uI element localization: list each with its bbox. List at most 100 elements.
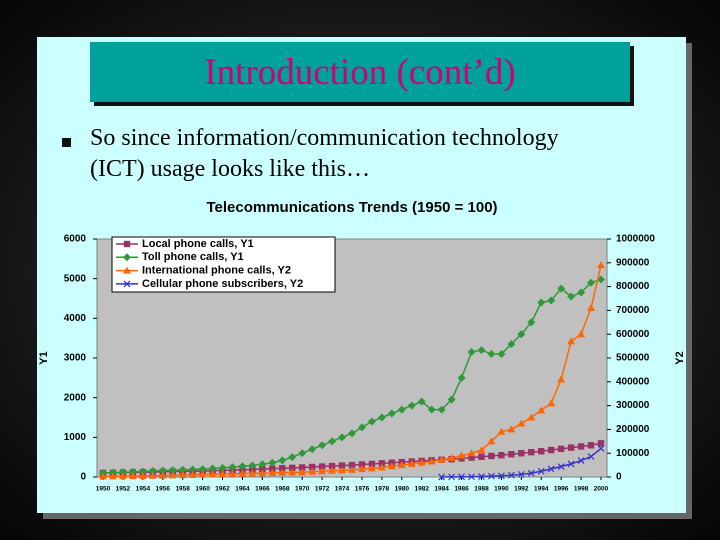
marker [178, 471, 187, 479]
y-tick-label: 3000 [64, 353, 87, 364]
legend-label: Cellular phone subscribers, Y2 [142, 278, 303, 290]
marker [298, 468, 307, 476]
x-tick-label: 1958 [175, 486, 190, 493]
marker [468, 454, 475, 461]
marker [467, 348, 476, 357]
marker [557, 445, 565, 453]
x-tick-label: 1970 [295, 486, 310, 493]
y2-axis-label: Y2 [674, 351, 686, 364]
marker [158, 471, 167, 479]
legend-label: Toll phone calls, Y1 [142, 251, 244, 263]
marker [308, 463, 316, 471]
y-axis-label: Y1 [38, 351, 50, 364]
x-tick-label: 1980 [395, 486, 410, 493]
marker [158, 466, 167, 475]
marker [407, 459, 416, 467]
marker [188, 465, 197, 474]
marker [517, 419, 526, 427]
marker [188, 470, 197, 478]
marker [577, 457, 585, 465]
marker [289, 464, 296, 472]
marker [478, 473, 485, 480]
y2-tick-label: 500000 [616, 353, 650, 364]
x-tick-label: 1954 [136, 486, 151, 493]
marker [468, 473, 475, 481]
marker [367, 417, 376, 426]
marker [318, 467, 327, 475]
marker [397, 461, 406, 469]
y2-tick-label: 400000 [616, 376, 650, 387]
marker [567, 292, 576, 301]
marker [587, 278, 596, 287]
x-tick-label: 1976 [355, 486, 370, 493]
marker [198, 470, 207, 478]
marker [427, 457, 436, 465]
y-tick-label: 4000 [64, 313, 87, 324]
marker [417, 458, 426, 466]
marker [118, 472, 127, 480]
legend-marker [123, 253, 131, 262]
y2-tick-label: 700000 [616, 305, 650, 316]
marker [168, 471, 177, 479]
marker [537, 406, 546, 414]
marker [537, 298, 546, 307]
x-tick-label: 1962 [215, 486, 230, 493]
marker [537, 467, 545, 475]
marker [108, 472, 117, 480]
marker [279, 465, 286, 472]
marker [338, 462, 346, 469]
marker [448, 473, 456, 481]
marker [328, 462, 336, 470]
marker [507, 425, 516, 433]
marker [348, 465, 356, 473]
marker [487, 350, 496, 359]
x-tick-label: 1964 [235, 486, 250, 493]
marker [528, 449, 535, 456]
marker [457, 373, 466, 382]
marker [557, 284, 566, 293]
x-tick-label: 1974 [335, 486, 350, 493]
legend-box [111, 236, 336, 293]
x-tick-label: 1996 [554, 486, 569, 493]
x-tick-label: 1972 [315, 486, 330, 493]
x-tick-label: 1960 [195, 486, 210, 493]
y-tick-label: 5000 [64, 273, 87, 284]
marker [308, 445, 317, 454]
marker [498, 451, 505, 459]
legend-marker [123, 280, 131, 288]
x-tick-label: 1986 [454, 486, 469, 493]
marker [318, 441, 327, 450]
marker [348, 461, 356, 469]
marker [497, 472, 505, 480]
marker [358, 461, 366, 468]
marker [338, 433, 347, 442]
marker [527, 469, 535, 477]
marker [387, 409, 396, 418]
x-tick-label: 1956 [156, 486, 171, 493]
marker [597, 440, 605, 447]
title-box: Introduction (cont’d) [90, 42, 630, 102]
y2-tick-label: 100000 [616, 448, 650, 459]
marker [148, 471, 157, 479]
marker [547, 465, 555, 473]
x-tick-label: 1984 [434, 486, 449, 493]
marker [557, 375, 566, 383]
marker [128, 467, 137, 476]
marker [378, 460, 386, 467]
marker [527, 318, 536, 327]
marker [368, 460, 376, 468]
marker [208, 464, 217, 473]
marker [168, 466, 177, 475]
marker [488, 452, 495, 460]
x-tick-label: 2000 [594, 486, 609, 493]
marker [597, 261, 605, 269]
y-tick-label: 1000 [64, 432, 87, 443]
marker [259, 465, 266, 473]
marker [268, 458, 277, 467]
marker [478, 453, 485, 460]
x-tick-label: 1968 [275, 486, 290, 493]
marker [248, 469, 257, 477]
y2-tick-label: 0 [616, 472, 622, 483]
marker [299, 464, 306, 471]
marker [138, 472, 147, 480]
